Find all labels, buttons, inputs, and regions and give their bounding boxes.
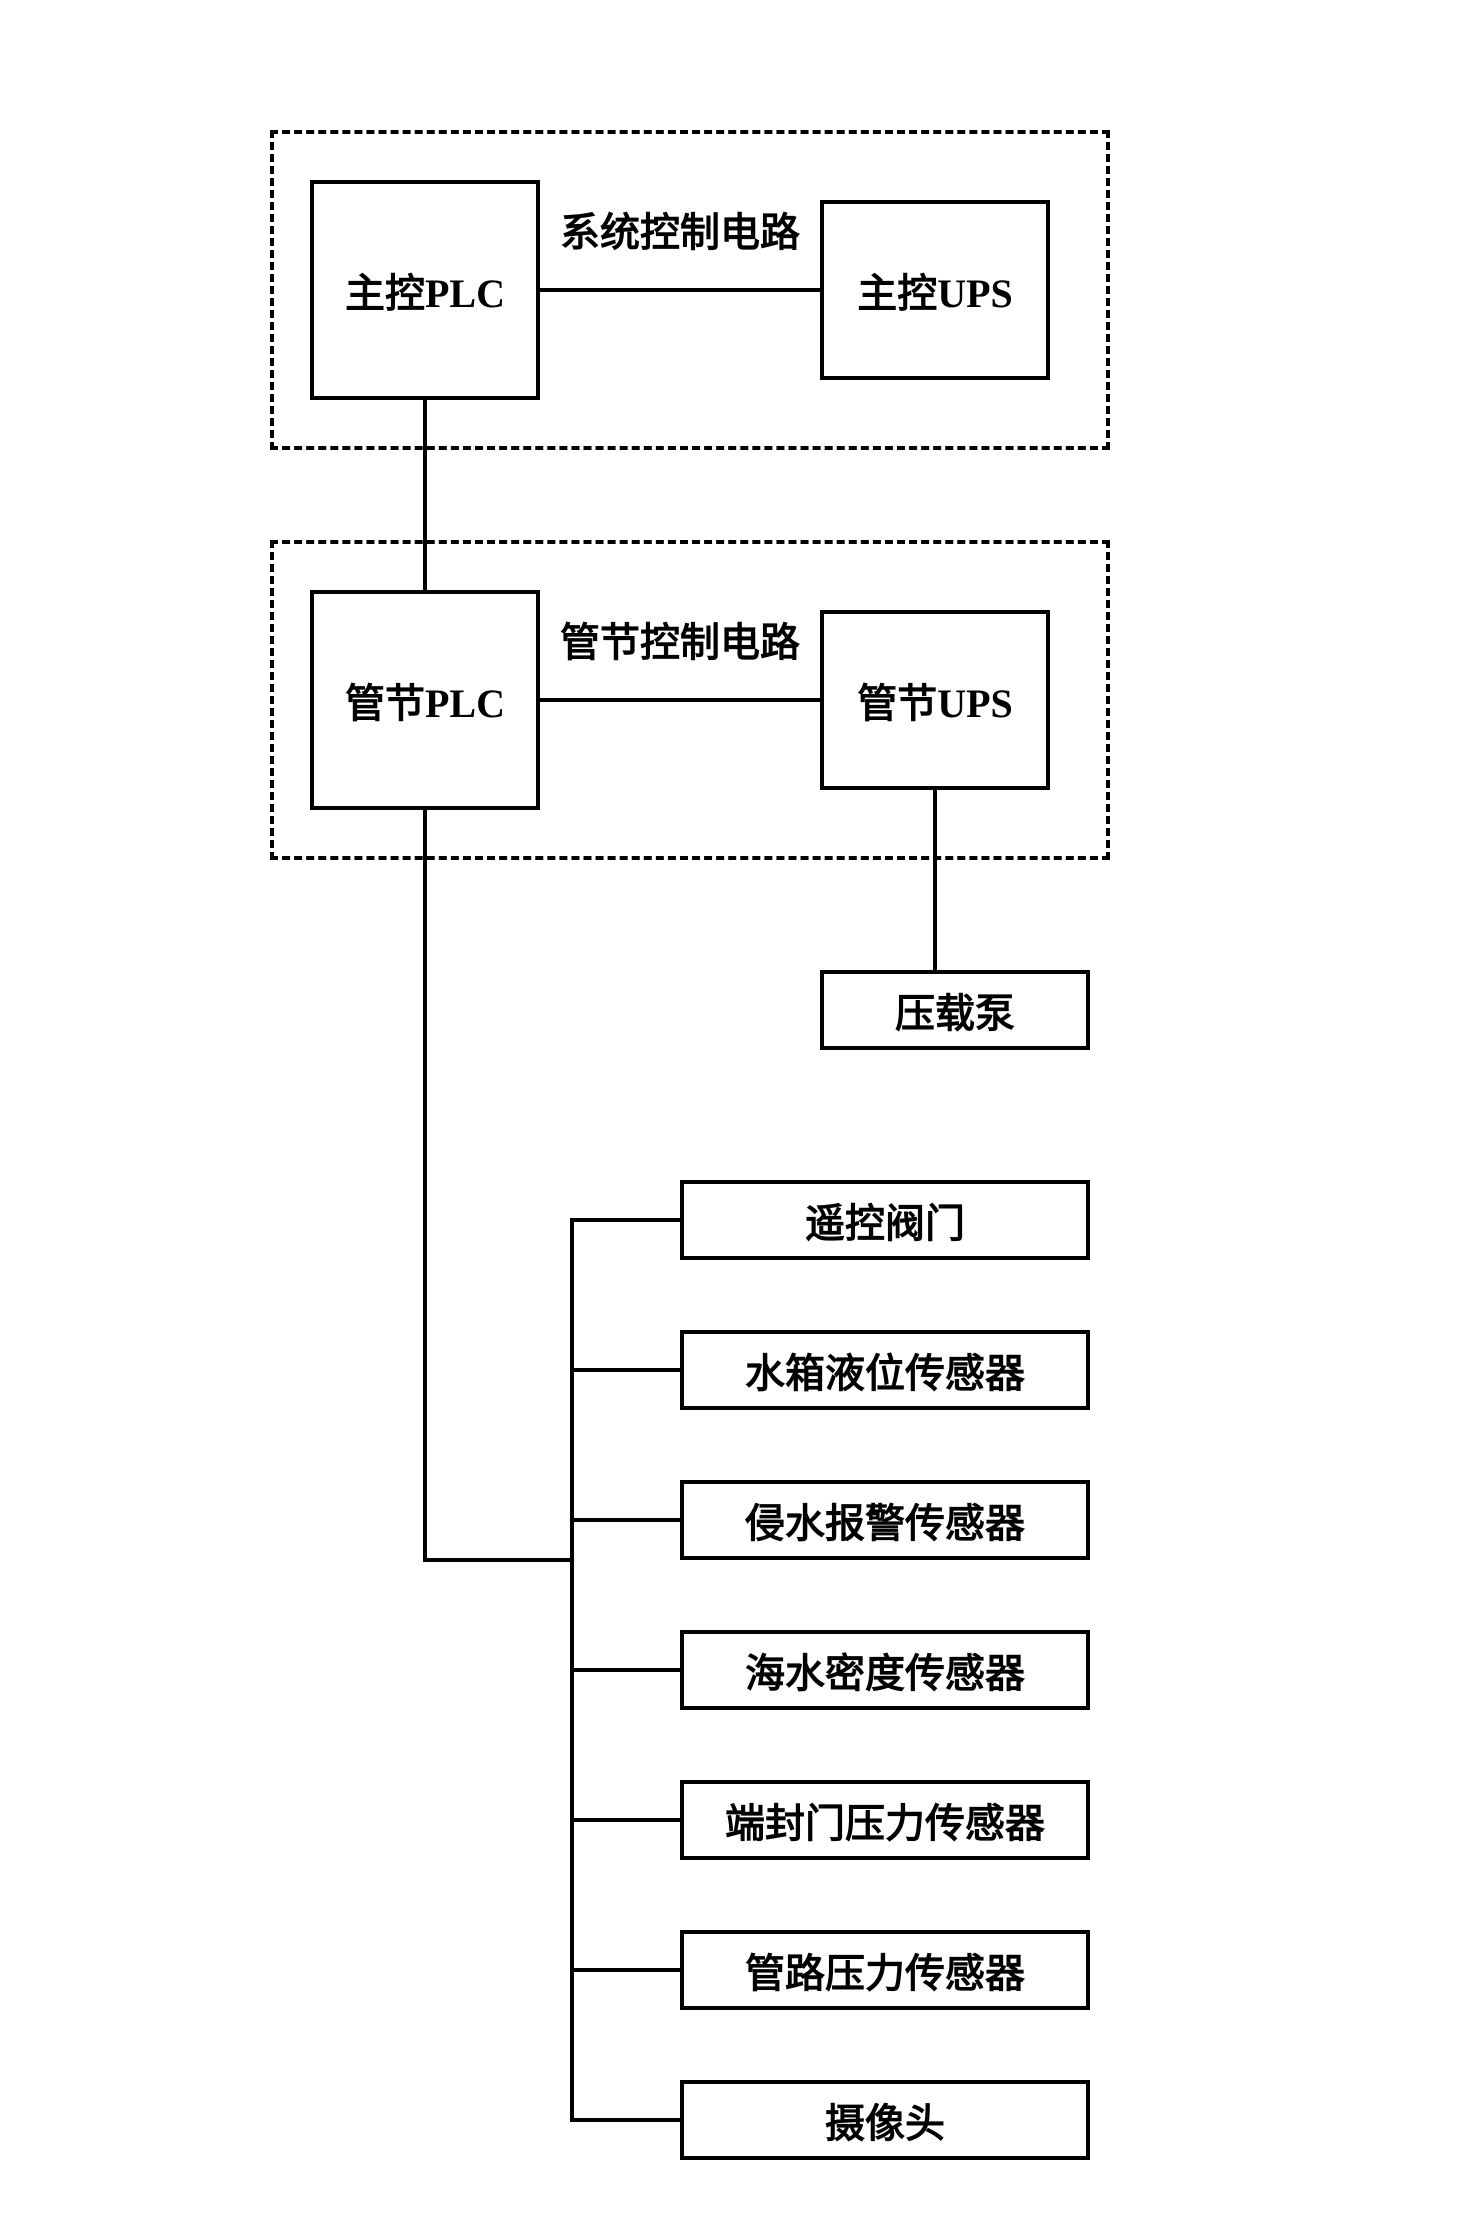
node-pipe-pressure-sensor: 管路压力传感器 [680, 1930, 1090, 2010]
edge-tubeups-ballast [933, 790, 937, 970]
node-pipe-pressure-sensor-label: 管路压力传感器 [745, 1941, 1025, 1999]
branch-flood [570, 1518, 680, 1522]
node-ballast-pump-label: 压载泵 [895, 981, 1015, 1039]
edge-drop-to-bus [423, 1558, 570, 1562]
node-tank-level-sensor: 水箱液位传感器 [680, 1330, 1090, 1410]
tube-ctrl-label: 管节控制电路 [560, 610, 800, 668]
node-tube-plc: 管节PLC [310, 590, 540, 810]
node-flood-alarm-sensor-label: 侵水报警传感器 [745, 1491, 1025, 1549]
node-door-pressure-sensor: 端封门压力传感器 [680, 1780, 1090, 1860]
node-main-ups-label: 主控UPS [857, 261, 1013, 319]
node-door-pressure-sensor-label: 端封门压力传感器 [725, 1791, 1045, 1849]
node-tube-ups: 管节UPS [820, 610, 1050, 790]
node-seawater-density-sensor-label: 海水密度传感器 [745, 1641, 1025, 1699]
branch-pipepress [570, 1968, 680, 1972]
node-main-plc-label: 主控PLC [345, 261, 505, 319]
node-tube-ups-label: 管节UPS [857, 671, 1013, 729]
branch-density [570, 1668, 680, 1672]
edge-mainplc-tubeplc [423, 400, 427, 590]
branch-valve [570, 1218, 680, 1222]
node-main-plc: 主控PLC [310, 180, 540, 400]
edge-tubeplc-tubeups [540, 698, 820, 702]
node-remote-valve: 遥控阀门 [680, 1180, 1090, 1260]
branch-tanklvl [570, 1368, 680, 1372]
branch-doorpress [570, 1818, 680, 1822]
node-flood-alarm-sensor: 侵水报警传感器 [680, 1480, 1090, 1560]
diagram-canvas: 系统控制电路 管节控制电路 主控PLC 主控UPS 管节PLC 管节UPS 压载… [0, 0, 1472, 2228]
node-remote-valve-label: 遥控阀门 [805, 1191, 965, 1249]
node-main-ups: 主控UPS [820, 200, 1050, 380]
edge-mainplc-mainups [540, 288, 820, 292]
system-ctrl-label: 系统控制电路 [560, 200, 800, 258]
node-tank-level-sensor-label: 水箱液位传感器 [745, 1341, 1025, 1399]
node-tube-plc-label: 管节PLC [345, 671, 505, 729]
node-ballast-pump: 压载泵 [820, 970, 1090, 1050]
node-camera-label: 摄像头 [825, 2091, 945, 2149]
node-seawater-density-sensor: 海水密度传感器 [680, 1630, 1090, 1710]
branch-camera [570, 2118, 680, 2122]
edge-tubeplc-drop [423, 810, 427, 1562]
node-camera: 摄像头 [680, 2080, 1090, 2160]
